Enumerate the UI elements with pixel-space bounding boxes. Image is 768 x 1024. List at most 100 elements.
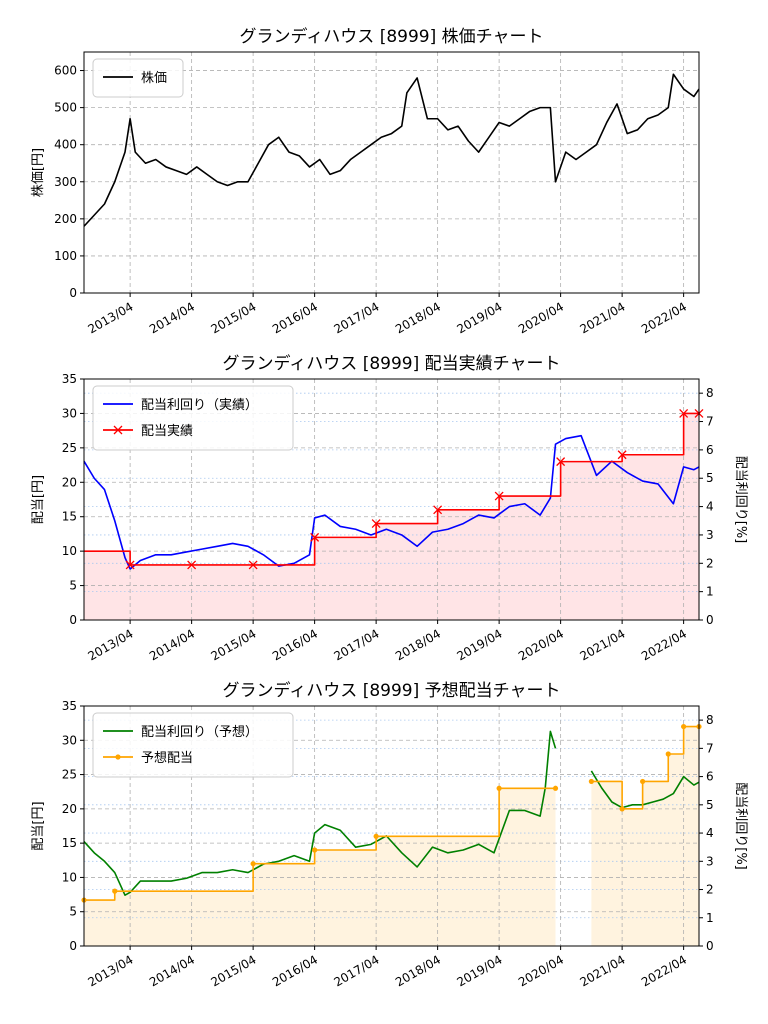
y-tick-label: 300 — [54, 175, 77, 189]
x-tick-label: 2019/04 — [454, 626, 504, 663]
series-line-1 — [83, 73, 700, 227]
x-tick-label: 2021/04 — [577, 626, 627, 663]
x-tick-label: 2015/04 — [208, 299, 258, 336]
dividend-fill-area — [84, 788, 556, 946]
x-tick-label: 2016/04 — [270, 952, 320, 989]
y-tick-label: 10 — [62, 544, 77, 558]
legend-box — [92, 712, 294, 778]
y-tick-label: 10 — [62, 870, 77, 884]
legend-entry: 株価 — [141, 71, 167, 86]
y-tick-label: 5 — [69, 579, 77, 593]
data-point — [619, 806, 625, 812]
x-tick-label: 2013/04 — [85, 952, 135, 989]
x-tick-label: 2022/04 — [639, 952, 689, 989]
data-point — [588, 778, 594, 785]
x-tick-label: 2013/04 — [85, 626, 135, 663]
chart-panel-1: グランディハウス [8999] 株価チャート 0 100 200 300 400 500 60… — [31, 26, 700, 337]
data-point — [373, 833, 379, 839]
y-tick-label: 200 — [54, 212, 77, 226]
x-tick-label: 2014/04 — [147, 952, 197, 989]
y-tick-label: 35 — [62, 372, 77, 386]
y-axis-label: 株価[円] — [31, 148, 46, 197]
y-tick-label: 0 — [69, 939, 77, 953]
y-tick-label: 20 — [62, 475, 77, 489]
y-axis-label: 配当[円] — [31, 801, 46, 850]
legend-entry: 配当利回り（実績） — [141, 397, 258, 413]
y-tick-label: 20 — [62, 802, 77, 816]
x-tick-label: 2020/04 — [516, 952, 566, 989]
y-tick-label: 600 — [54, 64, 77, 78]
dividend-fill-area — [84, 413, 699, 620]
x-tick-label: 2018/04 — [393, 626, 443, 663]
y-tick-label: 30 — [62, 733, 77, 747]
y-right-tick-label: 5 — [706, 798, 714, 812]
y-tick-label: 15 — [62, 510, 77, 524]
x-tick-label: 2018/04 — [393, 952, 443, 989]
x-tick-label: 2019/04 — [454, 952, 504, 989]
y-right-tick-label: 5 — [706, 471, 714, 485]
y-right-tick-label: 6 — [706, 443, 714, 457]
x-tick-label: 2015/04 — [208, 952, 258, 989]
y-tick-label: 5 — [69, 905, 77, 919]
data-point — [496, 785, 502, 791]
data-point-marker — [679, 408, 689, 418]
x-tick-label: 2021/04 — [577, 299, 627, 336]
y-right-axis-label: 配当利回り[%] — [733, 782, 748, 870]
chart-title: グランディハウス [8999] 配当実績チャート — [223, 353, 561, 374]
legend-entry: 配当実績 — [141, 423, 193, 439]
chart-panel-3: グランディハウス [8999] 予想配当チャート0510152025303501… — [31, 680, 748, 990]
legend-box — [92, 385, 294, 451]
legend-entry: 配当利回り（予想） — [141, 724, 258, 740]
dividend-fill-area — [591, 726, 699, 946]
x-tick-label: 2019/04 — [454, 299, 504, 336]
data-point — [640, 778, 646, 785]
plot-frame — [83, 705, 700, 947]
data-point-marker — [310, 532, 320, 542]
data-point — [665, 751, 671, 757]
y-right-tick-label: 6 — [706, 770, 714, 784]
y-right-tick-label: 7 — [706, 415, 714, 429]
y-tick-label: 400 — [54, 138, 77, 152]
data-point — [250, 861, 256, 867]
plot-frame — [83, 378, 700, 621]
y-right-tick-label: 0 — [706, 613, 714, 627]
x-tick-label: 2017/04 — [331, 952, 381, 989]
legend-marker — [113, 425, 123, 435]
chart-title: グランディハウス [8999] 予想配当チャート — [223, 680, 561, 701]
y-right-tick-label: 8 — [706, 713, 714, 727]
x-tick-label: 2014/04 — [147, 626, 197, 663]
legend-entry: 予想配当 — [141, 750, 193, 766]
data-point-marker — [617, 450, 627, 460]
y-tick-label: 0 — [69, 286, 77, 300]
legend-marker — [115, 754, 121, 760]
chart-title: グランディハウス [8999] 株価チャート — [240, 26, 544, 47]
data-point-marker — [248, 560, 258, 570]
y-right-tick-label: 4 — [706, 500, 714, 514]
y-tick-label: 100 — [54, 249, 77, 263]
y-right-tick-label: 7 — [706, 741, 714, 755]
data-point-marker — [125, 560, 135, 570]
y-right-tick-label: 1 — [706, 585, 714, 599]
y-axis-label: 配当[円] — [31, 475, 46, 524]
y-right-tick-label: 3 — [706, 528, 714, 542]
data-point-marker — [371, 519, 381, 529]
data-point — [312, 847, 318, 853]
x-tick-label: 2020/04 — [516, 299, 566, 336]
data-point — [112, 888, 118, 894]
y-right-tick-label: 3 — [706, 854, 714, 868]
y-right-tick-label: 8 — [706, 386, 714, 400]
x-tick-label: 2018/04 — [393, 299, 443, 336]
series-line-1 — [83, 730, 557, 896]
y-right-tick-label: 2 — [706, 883, 714, 897]
series-line-1 — [83, 434, 700, 570]
series-line-2 — [591, 725, 699, 810]
y-tick-label: 25 — [62, 768, 77, 782]
data-point-marker — [494, 491, 504, 501]
y-tick-label: 15 — [62, 836, 77, 850]
y-tick-label: 30 — [62, 406, 77, 420]
x-tick-label: 2014/04 — [147, 299, 197, 336]
chart-panel-2: グランディハウス [8999] 配当実績チャート0510152025303501… — [31, 353, 748, 664]
y-tick-label: 35 — [62, 699, 77, 713]
x-tick-label: 2022/04 — [639, 626, 689, 663]
